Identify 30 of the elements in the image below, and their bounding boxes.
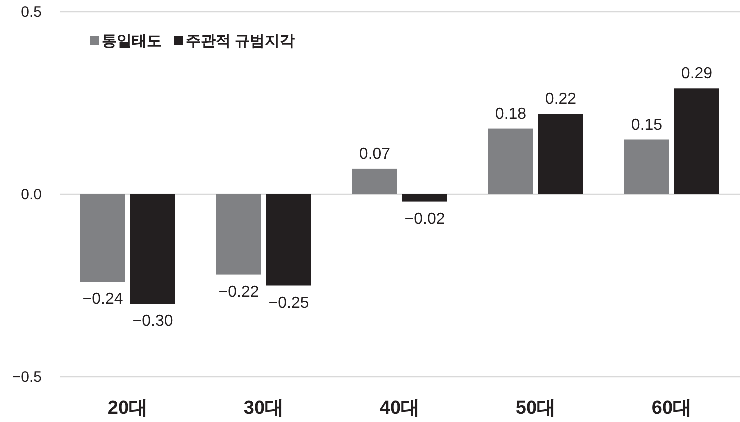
x-tick-label: 40대 [380,398,420,419]
y-tick-label: 0.0 [21,186,42,204]
bar [216,194,262,275]
bar [352,168,398,194]
bar [538,114,584,194]
x-tick-label: 50대 [516,398,556,419]
legend-label: 주관적 규범지각 [186,33,296,50]
y-tick-label: −0.5 [12,369,42,386]
data-label: −0.22 [218,284,260,301]
x-tick-label: 30대 [244,398,284,419]
x-tick-label: 20대 [108,398,148,419]
data-label: 0.18 [495,106,527,123]
bar [674,88,720,194]
legend-label: 통일태도 [102,33,162,50]
bar [624,140,670,194]
data-label: −0.25 [268,294,310,312]
x-tick-label: 60대 [652,398,692,419]
data-label: 0.07 [359,146,391,163]
bar [80,194,126,282]
data-label: 0.22 [545,91,577,108]
bar [130,194,176,304]
bar [266,194,312,286]
data-label: 0.15 [631,116,663,134]
data-label: 0.29 [681,66,713,83]
data-label: −0.24 [82,291,124,308]
data-label: −0.30 [132,313,174,330]
data-label: −0.02 [404,210,446,228]
bar [402,194,448,202]
y-tick-label: 0.5 [21,4,42,21]
bar [488,128,534,194]
